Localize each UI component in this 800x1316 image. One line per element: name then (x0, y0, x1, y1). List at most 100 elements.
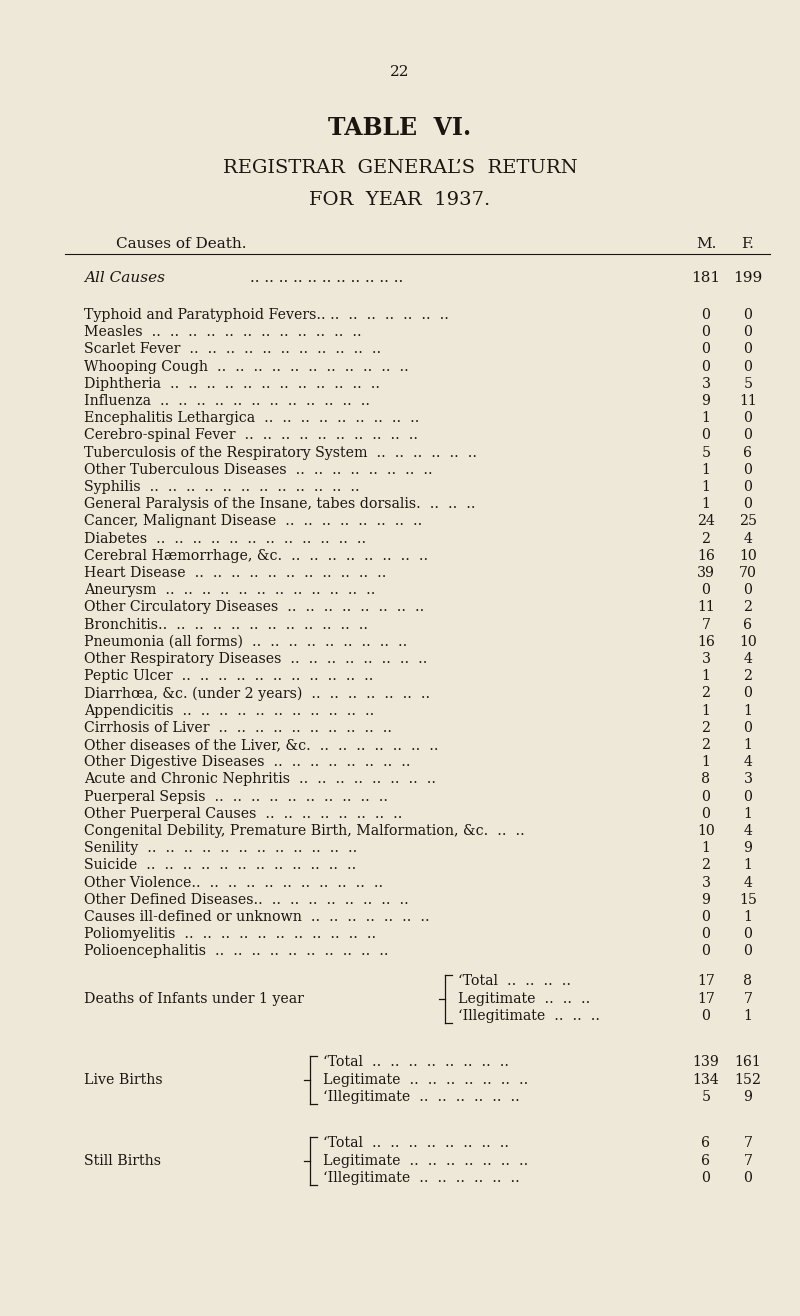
Text: 2: 2 (702, 721, 710, 734)
Text: 134: 134 (693, 1073, 719, 1087)
Text: 39: 39 (697, 566, 715, 580)
Text: Scarlet Fever  ..  ..  ..  ..  ..  ..  ..  ..  ..  ..  ..: Scarlet Fever .. .. .. .. .. .. .. .. ..… (84, 342, 381, 357)
Text: Other Respiratory Diseases  ..  ..  ..  ..  ..  ..  ..  ..: Other Respiratory Diseases .. .. .. .. .… (84, 651, 427, 666)
Text: 10: 10 (697, 824, 715, 838)
Text: Pneumonia (all forms)  ..  ..  ..  ..  ..  ..  ..  ..  ..: Pneumonia (all forms) .. .. .. .. .. .. … (84, 634, 407, 649)
Text: ‘Total  ..  ..  ..  ..: ‘Total .. .. .. .. (458, 974, 571, 988)
Text: 22: 22 (390, 64, 410, 79)
Text: 1: 1 (702, 463, 710, 476)
Text: 9: 9 (743, 841, 753, 855)
Text: Other Violence..  ..  ..  ..  ..  ..  ..  ..  ..  ..  ..: Other Violence.. .. .. .. .. .. .. .. ..… (84, 875, 383, 890)
Text: 4: 4 (743, 532, 753, 546)
Text: 1: 1 (702, 841, 710, 855)
Text: Influenza  ..  ..  ..  ..  ..  ..  ..  ..  ..  ..  ..  ..: Influenza .. .. .. .. .. .. .. .. .. .. … (84, 393, 370, 408)
Text: 7: 7 (743, 992, 753, 1005)
Text: 0: 0 (743, 342, 753, 357)
Text: 0: 0 (743, 480, 753, 494)
Text: 15: 15 (739, 892, 757, 907)
Text: Congenital Debility, Premature Birth, Malformation, &c.  ..  ..: Congenital Debility, Premature Birth, Ma… (84, 824, 525, 838)
Text: 5: 5 (743, 376, 753, 391)
Text: 3: 3 (702, 651, 710, 666)
Text: 25: 25 (739, 515, 757, 529)
Text: 0: 0 (743, 429, 753, 442)
Text: 0: 0 (702, 790, 710, 804)
Text: 1: 1 (702, 411, 710, 425)
Text: 6: 6 (743, 617, 753, 632)
Text: 2: 2 (743, 600, 753, 615)
Text: Causes of Death.: Causes of Death. (116, 237, 246, 251)
Text: 0: 0 (702, 429, 710, 442)
Text: 0: 0 (743, 359, 753, 374)
Text: 3: 3 (702, 875, 710, 890)
Text: Other Circulatory Diseases  ..  ..  ..  ..  ..  ..  ..  ..: Other Circulatory Diseases .. .. .. .. .… (84, 600, 424, 615)
Text: 2: 2 (702, 687, 710, 700)
Text: Acute and Chronic Nephritis  ..  ..  ..  ..  ..  ..  ..  ..: Acute and Chronic Nephritis .. .. .. .. … (84, 772, 436, 787)
Text: 0: 0 (702, 1009, 710, 1024)
Text: 11: 11 (697, 600, 715, 615)
Text: 3: 3 (702, 376, 710, 391)
Text: 4: 4 (743, 651, 753, 666)
Text: Diphtheria  ..  ..  ..  ..  ..  ..  ..  ..  ..  ..  ..  ..: Diphtheria .. .. .. .. .. .. .. .. .. ..… (84, 376, 380, 391)
Text: 0: 0 (702, 325, 710, 340)
Text: M.: M. (696, 237, 716, 251)
Text: 181: 181 (691, 271, 721, 286)
Text: Diarrhœa, &c. (under 2 years)  ..  ..  ..  ..  ..  ..  ..: Diarrhœa, &c. (under 2 years) .. .. .. .… (84, 686, 430, 700)
Text: 6: 6 (702, 1154, 710, 1167)
Text: 70: 70 (739, 566, 757, 580)
Text: 3: 3 (743, 772, 753, 787)
Text: 2: 2 (702, 738, 710, 751)
Text: Live Births: Live Births (84, 1073, 162, 1087)
Text: Cerebro-spinal Fever  ..  ..  ..  ..  ..  ..  ..  ..  ..  ..: Cerebro-spinal Fever .. .. .. .. .. .. .… (84, 429, 418, 442)
Text: 1: 1 (743, 738, 753, 751)
Text: 16: 16 (697, 549, 715, 563)
Text: 10: 10 (739, 634, 757, 649)
Text: 1: 1 (743, 858, 753, 873)
Text: Peptic Ulcer  ..  ..  ..  ..  ..  ..  ..  ..  ..  ..  ..: Peptic Ulcer .. .. .. .. .. .. .. .. .. … (84, 670, 374, 683)
Text: 4: 4 (743, 824, 753, 838)
Text: 16: 16 (697, 634, 715, 649)
Text: 0: 0 (702, 928, 710, 941)
Text: Legitimate  ..  ..  ..  ..  ..  ..  ..: Legitimate .. .. .. .. .. .. .. (323, 1073, 528, 1087)
Text: Encephalitis Lethargica  ..  ..  ..  ..  ..  ..  ..  ..  ..: Encephalitis Lethargica .. .. .. .. .. .… (84, 411, 419, 425)
Text: Legitimate  ..  ..  ..: Legitimate .. .. .. (458, 992, 590, 1005)
Text: 0: 0 (702, 359, 710, 374)
Text: 2: 2 (743, 670, 753, 683)
Text: Still Births: Still Births (84, 1154, 161, 1167)
Text: 1: 1 (743, 909, 753, 924)
Text: 0: 0 (743, 721, 753, 734)
Text: 199: 199 (734, 271, 762, 286)
Text: 1: 1 (702, 497, 710, 511)
Text: 17: 17 (697, 974, 715, 988)
Text: Measles  ..  ..  ..  ..  ..  ..  ..  ..  ..  ..  ..  ..: Measles .. .. .. .. .. .. .. .. .. .. ..… (84, 325, 362, 340)
Text: Heart Disease  ..  ..  ..  ..  ..  ..  ..  ..  ..  ..  ..: Heart Disease .. .. .. .. .. .. .. .. ..… (84, 566, 386, 580)
Text: Other Puerperal Causes  ..  ..  ..  ..  ..  ..  ..  ..: Other Puerperal Causes .. .. .. .. .. ..… (84, 807, 402, 821)
Text: 0: 0 (702, 308, 710, 322)
Text: 0: 0 (702, 342, 710, 357)
Text: Cerebral Hæmorrhage, &c.  ..  ..  ..  ..  ..  ..  ..  ..: Cerebral Hæmorrhage, &c. .. .. .. .. .. … (84, 549, 428, 563)
Text: 0: 0 (702, 807, 710, 821)
Text: 0: 0 (743, 463, 753, 476)
Text: 0: 0 (743, 790, 753, 804)
Text: Other Tuberculous Diseases  ..  ..  ..  ..  ..  ..  ..  ..: Other Tuberculous Diseases .. .. .. .. .… (84, 463, 433, 476)
Text: 1: 1 (702, 755, 710, 769)
Text: 5: 5 (702, 1091, 710, 1104)
Text: All Causes: All Causes (84, 271, 165, 286)
Text: 9: 9 (702, 892, 710, 907)
Text: 11: 11 (739, 393, 757, 408)
Text: ‘Total  ..  ..  ..  ..  ..  ..  ..  ..: ‘Total .. .. .. .. .. .. .. .. (323, 1055, 509, 1070)
Text: Other Digestive Diseases  ..  ..  ..  ..  ..  ..  ..  ..: Other Digestive Diseases .. .. .. .. .. … (84, 755, 410, 769)
Text: General Paralysis of the Insane, tabes dorsalis.  ..  ..  ..: General Paralysis of the Insane, tabes d… (84, 497, 475, 511)
Text: 10: 10 (739, 549, 757, 563)
Text: 1: 1 (702, 480, 710, 494)
Text: 0: 0 (743, 497, 753, 511)
Text: Diabetes  ..  ..  ..  ..  ..  ..  ..  ..  ..  ..  ..  ..: Diabetes .. .. .. .. .. .. .. .. .. .. .… (84, 532, 366, 546)
Text: ‘Illegitimate  ..  ..  ..  ..  ..  ..: ‘Illegitimate .. .. .. .. .. .. (323, 1171, 520, 1186)
Text: Causes ill-defined or unknown  ..  ..  ..  ..  ..  ..  ..: Causes ill-defined or unknown .. .. .. .… (84, 909, 430, 924)
Text: Aneurysm  ..  ..  ..  ..  ..  ..  ..  ..  ..  ..  ..  ..: Aneurysm .. .. .. .. .. .. .. .. .. .. .… (84, 583, 375, 597)
Text: 0: 0 (702, 1171, 710, 1186)
Text: Cirrhosis of Liver  ..  ..  ..  ..  ..  ..  ..  ..  ..  ..: Cirrhosis of Liver .. .. .. .. .. .. .. … (84, 721, 392, 734)
Text: ‘Illegitimate  ..  ..  ..  ..  ..  ..: ‘Illegitimate .. .. .. .. .. .. (323, 1091, 520, 1104)
Text: Typhoid and Paratyphoid Fevers.. ..  ..  ..  ..  ..  ..  ..: Typhoid and Paratyphoid Fevers.. .. .. .… (84, 308, 449, 322)
Text: Syphilis  ..  ..  ..  ..  ..  ..  ..  ..  ..  ..  ..  ..: Syphilis .. .. .. .. .. .. .. .. .. .. .… (84, 480, 360, 494)
Text: 0: 0 (743, 1171, 753, 1186)
